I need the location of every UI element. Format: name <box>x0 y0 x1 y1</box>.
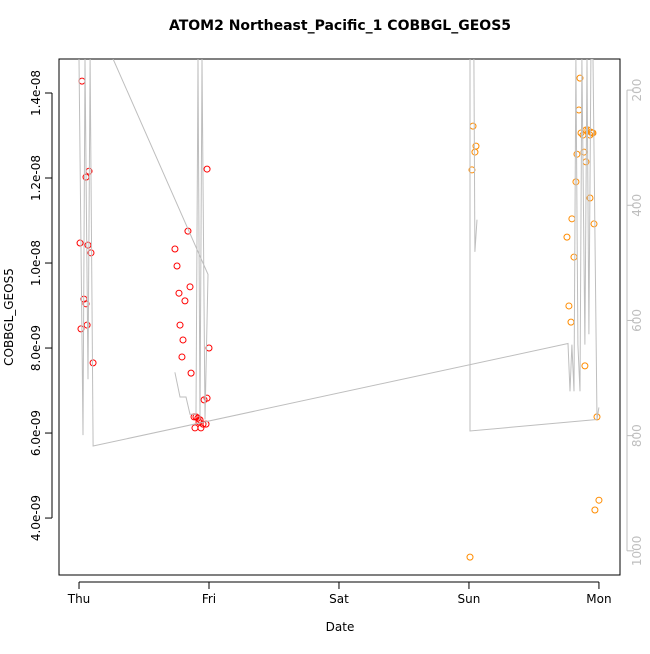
point <box>78 77 86 85</box>
point <box>191 424 199 432</box>
y2-tick-label: 600 <box>630 309 644 332</box>
point <box>179 336 187 344</box>
point <box>181 297 189 305</box>
point <box>581 362 589 370</box>
point <box>175 289 183 297</box>
y-tick-label: 6.0e-09 <box>29 410 43 456</box>
pressure-line <box>78 59 600 447</box>
point <box>89 359 97 367</box>
point <box>591 506 599 514</box>
point <box>575 106 583 114</box>
point <box>567 318 575 326</box>
y-tick-label: 1.0e-08 <box>29 240 43 286</box>
y-axis-label: COBBGL_GEOS5 <box>2 268 16 366</box>
y-tick-label: 1.2e-08 <box>29 155 43 201</box>
point <box>194 414 202 422</box>
point <box>588 129 596 137</box>
point <box>572 178 580 186</box>
point <box>178 353 186 361</box>
point <box>186 283 194 291</box>
y2-tick-label: 400 <box>630 194 644 217</box>
y-tick-label: 4.0e-09 <box>29 495 43 541</box>
point <box>570 253 578 261</box>
y2-tick-label: 800 <box>630 424 644 447</box>
point <box>471 148 479 156</box>
point <box>82 300 90 308</box>
x-tick-label: Sat <box>329 592 349 606</box>
point <box>469 122 477 130</box>
x-tick-label: Mon <box>586 592 611 606</box>
point <box>199 420 207 428</box>
point <box>197 424 205 432</box>
point <box>565 302 573 310</box>
point <box>187 369 195 377</box>
x-tick-label: Fri <box>202 592 216 606</box>
point <box>84 241 92 249</box>
point <box>466 553 474 561</box>
point <box>576 74 584 82</box>
y-tick-label: 8.0e-09 <box>29 325 43 371</box>
chart-title: ATOM2 Northeast_Pacific_1 COBBGL_GEOS5 <box>169 18 511 34</box>
point <box>176 321 184 329</box>
point <box>203 394 211 402</box>
point <box>563 233 571 241</box>
x-tick-label: Thu <box>67 592 91 606</box>
y-tick-label: 1.4e-08 <box>29 70 43 116</box>
point <box>590 220 598 228</box>
plot-frame <box>58 58 621 576</box>
point <box>568 215 576 223</box>
point <box>76 239 84 247</box>
point <box>203 165 211 173</box>
point <box>171 245 179 253</box>
point <box>202 420 210 428</box>
x-axis-label: Date <box>326 620 355 634</box>
point <box>195 418 203 426</box>
x-tick-label: Sun <box>458 592 481 606</box>
point <box>595 496 603 504</box>
y2-tick-label: 200 <box>630 79 644 102</box>
point <box>173 262 181 270</box>
y2-tick-label: 1000 <box>630 536 644 567</box>
point <box>87 249 95 257</box>
